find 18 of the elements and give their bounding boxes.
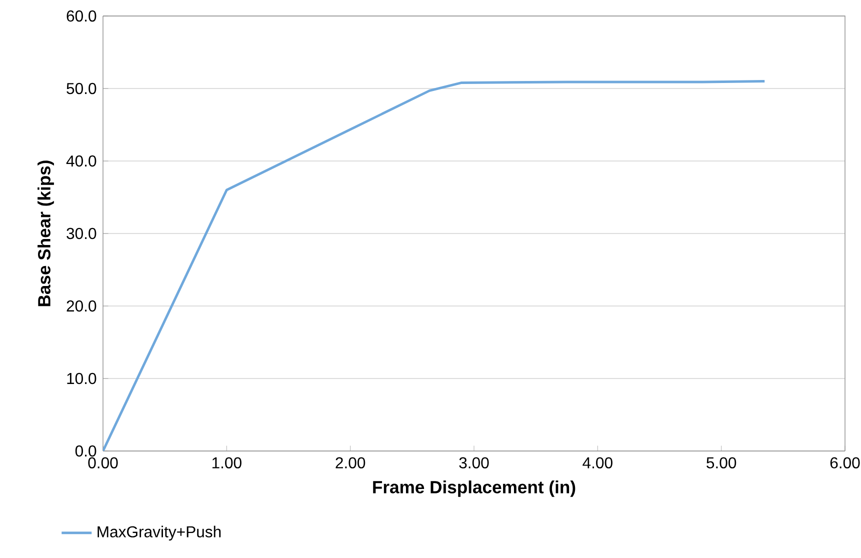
legend-label: MaxGravity+Push [98,526,221,541]
y-tick-label: 0.0 [75,445,96,457]
x-tick-label: 6.00 [830,457,860,468]
y-tick-label: 20.0 [66,300,96,312]
x-tick-label: 4.00 [582,457,612,468]
y-tick-label: 40.0 [66,155,96,167]
x-tick-label: 1.00 [212,457,242,468]
y-tick-label: 60.0 [66,10,96,22]
y-tick-label: 50.0 [66,82,96,94]
x-tick-label: 5.00 [706,457,736,468]
x-tick-label: 0.00 [88,457,118,468]
y-tick-label: 30.0 [66,228,96,240]
x-axis-title: Frame Displacement (in) [373,480,576,497]
line-series [103,80,766,451]
y-axis-title: Base Shear (kips) [38,160,54,306]
x-tick-label: 3.00 [459,457,489,468]
x-tick-label: 2.00 [336,457,366,468]
y-tick-label: 10.0 [67,372,96,384]
